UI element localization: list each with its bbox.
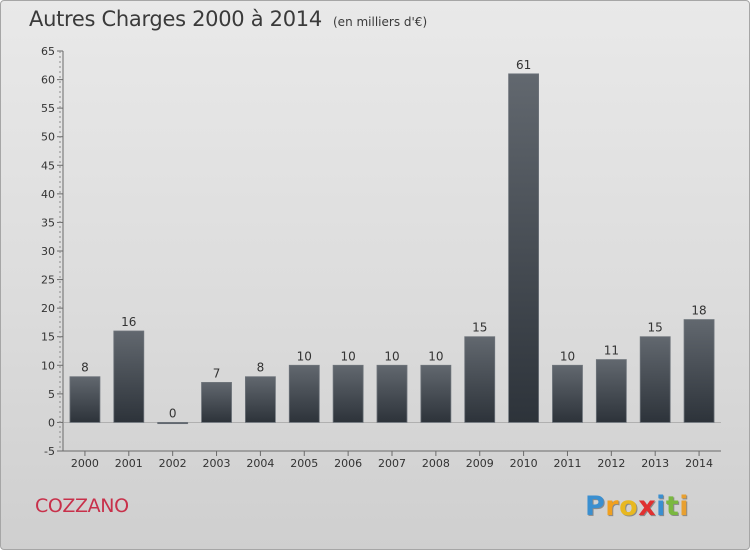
data-label: 8 [81,361,89,375]
commune-name: COZZANO [35,495,129,517]
data-label: 10 [428,349,443,363]
data-label: 16 [121,315,136,329]
data-label: 10 [340,349,355,363]
bars: 8 16 0 7 8 10 10 10 10 15 61 10 11 15 18 [69,58,715,425]
y-tick-label: 45 [41,159,55,172]
logo-letter: P [585,491,606,522]
y-tick-label: 55 [41,102,55,115]
x-tick-label: 2007 [378,457,406,470]
y-tick-label: 35 [41,216,55,229]
chart-title: Autres Charges 2000 à 2014 [29,7,322,31]
logo-letter: o [619,491,639,522]
x-tick-label: 2006 [334,457,362,470]
bar [376,364,408,423]
bar [683,319,715,423]
x-tick-label: 2008 [422,457,450,470]
y-tick-label: 0 [48,416,55,429]
bar [69,376,101,423]
bar [244,376,276,423]
data-label: 0 [169,406,177,420]
logo-letter: i [656,491,666,522]
x-tick-label: 2000 [71,457,99,470]
y-tick-label: 5 [48,388,55,401]
x-tick-label: 2003 [203,457,231,470]
logo-letter: t [665,491,680,522]
bar [595,359,627,423]
bar [288,364,320,423]
bar [113,330,145,423]
data-label: 10 [560,349,575,363]
axes: -5 0 5 10 15 20 25 30 35 40 45 50 55 60 65 2000 2001 2002… [41,45,721,470]
data-label: 18 [691,304,706,318]
logo-letter: r [605,491,620,522]
x-tick-label: 2013 [641,457,669,470]
title-row: Autres Charges 2000 à 2014 (en milliers … [29,7,427,31]
data-label: 11 [604,344,619,358]
bar [332,364,364,423]
y-tick-label: 30 [41,245,55,258]
bar [552,364,583,423]
y-tick-label: 10 [41,359,55,372]
logo-letter: x [638,491,657,522]
y-tick-label: 60 [41,74,55,87]
data-label: 61 [516,58,531,72]
y-tick-label: 65 [41,45,55,58]
x-tick-label: 2004 [246,457,274,470]
x-tick-label: 2002 [159,457,187,470]
data-label: 8 [257,361,265,375]
bar [420,364,452,423]
proxiti-logo: Proxiti [585,491,689,522]
data-label: 7 [213,366,221,380]
data-label: 10 [384,349,399,363]
y-tick-label: -5 [44,445,55,458]
y-tick-label: 25 [41,274,55,287]
x-tick-label: 2011 [553,457,581,470]
bar [508,73,540,423]
y-tick-label: 20 [41,302,55,315]
y-tick-label: 40 [41,188,55,201]
bar [464,336,496,423]
bar [201,382,232,423]
data-label: 15 [472,321,487,335]
x-tick-label: 2010 [510,457,538,470]
y-tick-label: 15 [41,331,55,344]
y-tick-label: 50 [41,131,55,144]
logo-letter: i [679,491,690,522]
data-label: 15 [648,321,663,335]
x-tick-label: 2001 [115,457,143,470]
bar [639,336,671,423]
bar [157,422,189,425]
chart-subtitle: (en milliers d'€) [333,15,428,29]
x-tick-label: 2014 [685,457,713,470]
x-tick-label: 2005 [290,457,318,470]
data-label: 10 [297,349,312,363]
x-tick-label: 2012 [597,457,625,470]
x-tick-label: 2009 [466,457,494,470]
